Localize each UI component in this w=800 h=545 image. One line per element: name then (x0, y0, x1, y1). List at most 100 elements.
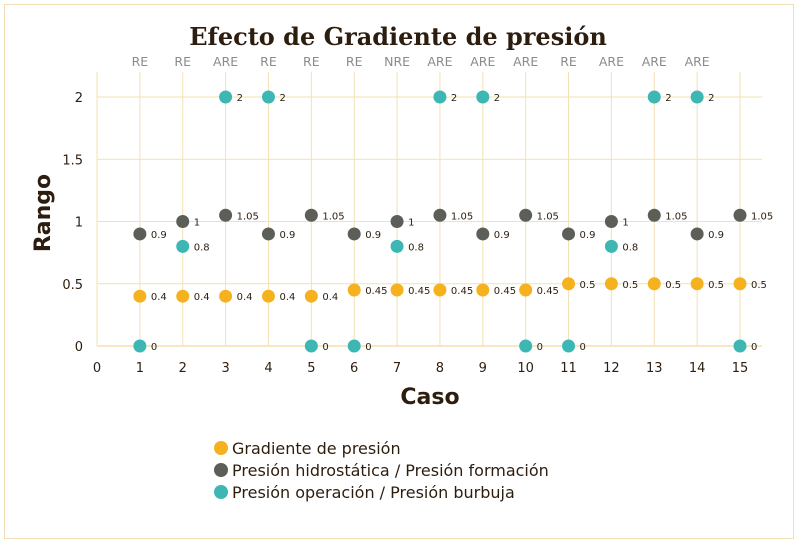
data-label: 2 (494, 93, 500, 104)
data-point (519, 339, 533, 353)
data-point (519, 208, 533, 222)
data-label: 0.5 (708, 280, 724, 291)
data-point (604, 277, 618, 291)
data-label: 0 (751, 342, 757, 353)
data-point (133, 289, 147, 303)
x-tick-label: 6 (350, 361, 358, 376)
top-category-label: RE (260, 54, 277, 69)
x-tick-label: 12 (603, 361, 620, 376)
data-point (176, 239, 190, 253)
data-point (647, 90, 661, 104)
data-point (133, 227, 147, 241)
data-point (219, 289, 233, 303)
data-point (433, 283, 447, 297)
data-point (433, 208, 447, 222)
data-point (562, 339, 576, 353)
data-point (604, 239, 618, 253)
data-point (347, 227, 361, 241)
data-label: 0.9 (708, 230, 724, 241)
data-label: 0.9 (279, 230, 295, 241)
data-label: 1 (622, 218, 628, 229)
data-labels: 0.4 0.4 0.4 0.4 0.4 0.45 0.45 0.45 0.45 0.45 0.5 0.… (151, 93, 773, 353)
data-label: 0.5 (622, 280, 638, 291)
legend-label: Presión operación / Presión burbuja (232, 483, 515, 502)
data-label: 2 (237, 93, 243, 104)
data-label: 1.05 (237, 211, 259, 222)
data-label: 1.05 (537, 211, 559, 222)
data-label: 0 (151, 342, 157, 353)
data-point (733, 208, 747, 222)
top-category-label: ARE (642, 54, 667, 69)
data-label: 0.4 (151, 292, 167, 303)
data-point (347, 339, 361, 353)
x-tick-label: 1 (136, 361, 144, 376)
data-point (690, 90, 704, 104)
top-category-label: RE (174, 54, 191, 69)
y-tick-label: 1 (75, 216, 83, 231)
data-point (647, 277, 661, 291)
y-tick-label: 0 (75, 340, 83, 355)
data-point (390, 239, 404, 253)
data-label: 0.4 (237, 292, 253, 303)
data-point (390, 215, 404, 228)
data-point (433, 90, 447, 104)
data-label: 0.8 (194, 242, 210, 253)
data-label: 1 (408, 218, 414, 229)
data-point (562, 277, 576, 291)
data-point (476, 90, 490, 104)
top-category-label: ARE (470, 54, 495, 69)
x-tick-label: 15 (732, 361, 749, 376)
data-point (476, 227, 490, 241)
data-label: 0.9 (151, 230, 167, 241)
data-point (304, 208, 318, 222)
data-point (261, 90, 275, 104)
data-point (176, 289, 190, 303)
data-label: 2 (279, 93, 285, 104)
data-point (733, 339, 747, 353)
data-point (219, 90, 233, 104)
data-label: 1.05 (451, 211, 473, 222)
data-label: 0 (322, 342, 328, 353)
data-label: 0.45 (408, 286, 430, 297)
x-tick-label: 4 (264, 361, 272, 376)
grid (96, 72, 762, 346)
x-tick-label: 5 (307, 361, 315, 376)
data-point (261, 227, 275, 241)
x-tick-label: 3 (221, 361, 229, 376)
data-label: 2 (451, 93, 457, 104)
chart-frame (4, 4, 794, 539)
data-label: 0 (537, 342, 543, 353)
top-category-label: RE (303, 54, 320, 69)
top-category-label: RE (560, 54, 577, 69)
data-label: 0.4 (322, 292, 338, 303)
data-label: 0.5 (580, 280, 596, 291)
legend-marker (214, 485, 228, 499)
x-tick-label: 0 (93, 361, 101, 376)
chart-title: Efecto de Gradiente de presión (189, 22, 607, 51)
data-point (304, 339, 318, 353)
legend-marker (214, 441, 228, 455)
data-point (733, 277, 747, 291)
data-point (562, 227, 576, 241)
data-point (304, 289, 318, 303)
x-tick-label: 11 (560, 361, 577, 376)
data-point (690, 277, 704, 291)
data-label: 0.5 (751, 280, 767, 291)
data-label: 1 (194, 218, 200, 229)
y-axis-title: Rango (31, 174, 56, 252)
legend: Gradiente de presión Presión hidrostática… (214, 439, 549, 502)
top-category-label: RE (346, 54, 363, 69)
data-point (604, 215, 618, 228)
top-category-label: RE (132, 54, 149, 69)
data-label: 1.05 (751, 211, 773, 222)
data-point (476, 283, 490, 297)
y-tick-label: 0.5 (62, 278, 83, 293)
data-points (133, 90, 747, 353)
y-tick-label: 2 (75, 91, 83, 106)
data-label: 0 (580, 342, 586, 353)
y-tick-label: 1.5 (62, 153, 83, 168)
data-label: 0.45 (365, 286, 387, 297)
legend-label: Presión hidrostática / Presión formación (232, 461, 549, 480)
